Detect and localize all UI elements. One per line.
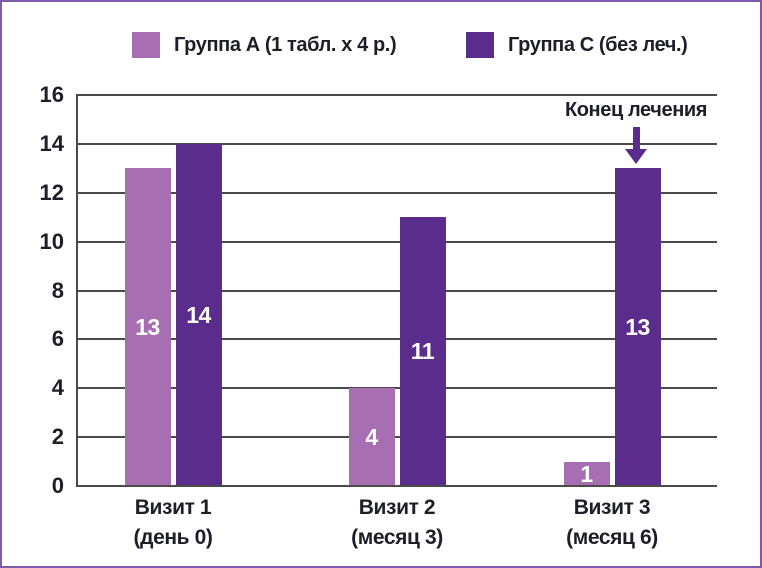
y-axis-label-10: 10 [39,228,64,254]
bar-series-0-visit-2: 4 [348,388,395,486]
gridline-y-8 [77,289,717,292]
x-axis-label-line2: (месяц 6) [566,526,658,549]
legend-swatch-group-a [132,32,160,58]
y-axis-label-12: 12 [39,179,64,205]
bar-series-1-visit-1: 14 [175,144,222,486]
end-of-treatment-annotation: Конец лечения [564,99,708,121]
x-axis-label-line1: Визит 1 [134,496,212,519]
gridline-y-14 [77,142,717,145]
down-arrow-icon-head [625,149,647,164]
y-axis-label-8: 8 [51,277,64,303]
x-axis-label-line2: (день 0) [133,526,213,549]
bar-value-label: 1 [580,460,593,487]
y-axis-label-16: 16 [39,82,64,107]
gridline-y-4 [77,387,717,390]
x-axis-label-visit-2: Визит 2 (месяц 3) [312,493,482,553]
legend-item-group-c: Группа С (без леч.) [466,32,688,58]
bar-value-label: 13 [135,313,160,340]
bar-series-1-visit-3: 13 [614,168,661,486]
y-axis-label-14: 14 [39,130,64,156]
gridline-y-16 [77,94,717,96]
x-axis-label-visit-1: Визит 1 (день 0) [88,493,258,553]
y-axis-label-6: 6 [51,326,64,352]
x-axis-label-visit-3: Визит 3 (месяц 6) [527,493,697,553]
legend-item-group-a: Группа А (1 табл. х 4 р.) [132,32,397,58]
gridline-y-2 [77,436,717,439]
bar-series-0-visit-3: 1 [563,460,610,487]
x-axis-label-line2: (месяц 3) [351,526,443,549]
down-arrow-icon [633,127,640,149]
x-axis-line [77,485,717,487]
x-axis-label-line1: Визит 2 [358,496,436,519]
y-axis-line [76,94,78,487]
bar-value-label: 14 [186,301,211,328]
legend-label-group-c: Группа С (без леч.) [508,33,688,56]
bar-value-label: 4 [365,423,378,450]
gridline-y-10 [77,240,717,243]
bar-value-label: 13 [625,313,650,340]
gridline-y-12 [77,191,717,194]
y-axis-label-0: 0 [51,473,64,498]
y-axis-label-4: 4 [51,375,64,401]
bar-series-1-visit-2: 11 [399,217,446,486]
x-axis-label-line1: Визит 3 [573,496,651,519]
bar-series-0-visit-1: 13 [124,168,171,486]
y-axis-label-2: 2 [51,424,64,450]
gridline-y-6 [77,338,717,341]
legend-label-group-a: Группа А (1 табл. х 4 р.) [174,33,397,56]
legend-swatch-group-c [466,32,494,58]
bar-value-label: 11 [410,338,435,364]
